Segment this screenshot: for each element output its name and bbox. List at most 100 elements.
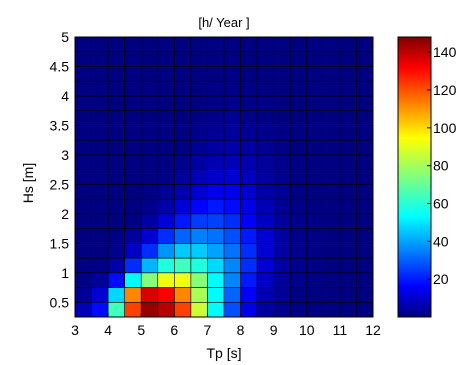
heatmap-cell [256,213,274,229]
heatmap-cell [306,66,324,82]
heatmap-cell [74,51,92,67]
heatmap-cell [174,198,192,215]
heatmap-cell [207,213,225,229]
heatmap-cell [207,95,225,111]
heatmap-cell [140,184,159,200]
heatmap-cell [174,51,192,67]
heatmap-cell [323,287,341,303]
heatmap-cell [339,139,357,156]
x-tick-label: 8 [237,322,245,338]
heatmap-cell [256,110,274,126]
heatmap-cell [91,243,109,259]
heatmap-cell [273,154,291,170]
heatmap-cell [256,51,274,67]
x-tick-label: 3 [71,322,79,338]
heatmap-cell [157,154,175,170]
heatmap-cell [74,139,92,156]
heatmap-cell [289,110,308,126]
heatmap-cell [240,139,258,156]
heatmap-cell [323,110,341,126]
heatmap-cell [273,125,291,141]
heatmap-cell [140,169,159,185]
heatmap-cell [74,243,92,259]
heatmap-cell [140,80,159,97]
heatmap-cell [107,110,125,126]
heatmap-cell [91,184,109,200]
heatmap-cell [207,36,225,53]
heatmap-cell [174,154,192,170]
heatmap-cell [256,228,274,244]
heatmap-cell [207,125,225,141]
heatmap-cell [289,243,308,259]
heatmap-cell [140,51,159,67]
heatmap-cell [140,257,159,274]
heatmap-cell [174,36,192,53]
heatmap-cell [207,51,225,67]
heatmap-cell [256,287,274,303]
heatmap-cell [74,228,92,244]
heatmap-cell [273,257,291,274]
heatmap-cell [240,287,258,303]
heatmap-cell [91,213,109,229]
heatmap-cell [356,287,374,303]
heatmap-cell [107,243,125,259]
heatmap-cell [174,213,192,229]
heatmap-cell [323,272,341,288]
heatmap-cell [124,287,142,303]
heatmap-cell [356,257,374,274]
heatmap-cell [157,287,175,303]
heatmap-cell [323,66,341,82]
heatmap-cell [74,287,92,303]
heatmap-cell [157,272,175,288]
heatmap-cell [256,198,274,215]
heatmap-cell [107,184,125,200]
heatmap-cell [323,243,341,259]
heatmap-cell [223,169,241,185]
heatmap-cell [289,66,308,82]
heatmap-cell [223,125,241,141]
heatmap-cell [190,228,208,244]
heatmap-cell [289,184,308,200]
heatmap-cell [91,110,109,126]
heatmap-cell [174,257,192,274]
heatmap-cell [223,272,241,288]
heatmap-cell [140,139,159,156]
heatmap-cell [157,80,175,97]
heatmap-cell [140,243,159,259]
heatmap-cell [91,80,109,97]
heatmap-cell [190,287,208,303]
heatmap-cell [339,154,357,170]
heatmap-cell [339,228,357,244]
heatmap-cell [356,66,374,82]
heatmap-cell [289,51,308,67]
heatmap-cell [207,139,225,156]
heatmap-cell [339,301,357,318]
heatmap-cell [273,243,291,259]
heatmap-cell [356,95,374,111]
heatmap-cell [339,80,357,97]
heatmap-cell [339,287,357,303]
heatmap-cell [174,139,192,156]
colorbar-tick-label: 100 [433,120,457,136]
heatmap-cell [207,198,225,215]
heatmap-cell [289,154,308,170]
heatmap-cell [223,80,241,97]
heatmap-cell [273,213,291,229]
heatmap-cell [140,154,159,170]
heatmap-cell [240,213,258,229]
heatmap-cell [91,287,109,303]
heatmap-cell [157,169,175,185]
heatmap-cell [273,272,291,288]
heatmap-cell [190,272,208,288]
heatmap-cell [339,36,357,53]
heatmap-cell [273,228,291,244]
x-tick-label: 6 [170,322,178,338]
heatmap-cell [289,287,308,303]
heatmap-cell [289,95,308,111]
heatmap-cell [124,301,142,318]
heatmap-cell [323,36,341,53]
heatmap-cell [124,169,142,185]
heatmap-cell [339,272,357,288]
heatmap-cell [223,51,241,67]
heatmap-cell [140,272,159,288]
